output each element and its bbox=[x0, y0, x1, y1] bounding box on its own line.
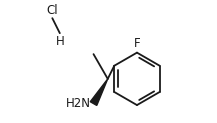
Text: H: H bbox=[55, 35, 64, 48]
Text: F: F bbox=[134, 37, 140, 50]
Text: H2N: H2N bbox=[66, 97, 91, 110]
Polygon shape bbox=[90, 79, 108, 105]
Text: Cl: Cl bbox=[46, 4, 58, 17]
